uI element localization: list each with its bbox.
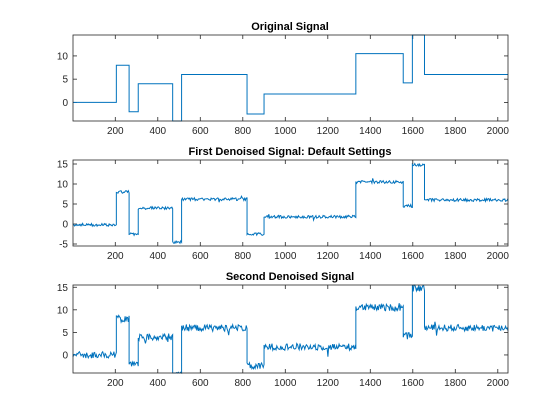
y-tick-label: 10 [57,180,69,191]
x-tick-label: 400 [149,251,166,262]
y-tick-label: 5 [62,75,68,86]
y-tick-label: 0 [62,220,68,231]
axes-box [72,34,509,122]
y-tick-label: 15 [57,283,69,294]
x-tick-label: 1600 [402,126,425,137]
x-tick-label: 1200 [317,378,340,389]
x-tick-label: 200 [107,378,124,389]
tick-label-layer: 200 400 600 800 1000 1200 1400 1600 1800 2000 -5 0 5… [57,160,509,263]
x-tick-label: 1000 [274,378,297,389]
tick-label-layer: 200 400 600 800 1000 1200 1400 1600 1800 2000 0 5 10 [57,51,509,137]
subplot-first-denoised-signal: First Denoised Signal: Default Settings … [57,146,509,262]
x-tick-label: 1400 [359,378,382,389]
x-tick-label: 2000 [487,126,510,137]
x-tick-label: 400 [149,378,166,389]
x-tick-label: 600 [192,251,209,262]
x-tick-label: 200 [107,251,124,262]
subplot-second-denoised-signal: Second Denoised Signal 200 400 600 800 1000 1… [57,271,509,389]
x-tick-label: 1800 [444,251,467,262]
x-tick-label: 600 [192,378,209,389]
axes-box [72,284,509,374]
y-tick-label: 5 [62,200,68,211]
tick-layer [73,35,508,121]
y-tick-label: -5 [59,240,68,251]
y-tick-label: 10 [57,51,69,62]
x-tick-label: 1000 [274,126,297,137]
subplot-title: Second Denoised Signal [226,271,354,283]
subplot-title: Original Signal [251,21,329,33]
x-tick-label: 1200 [317,126,340,137]
x-tick-label: 800 [234,251,251,262]
y-tick-label: 10 [57,305,69,316]
x-tick-label: 2000 [487,251,510,262]
x-tick-label: 800 [234,126,251,137]
x-tick-label: 600 [192,126,209,137]
x-tick-label: 1800 [444,126,467,137]
x-tick-label: 1200 [317,251,340,262]
tick-layer [73,285,508,373]
x-tick-label: 1600 [402,378,425,389]
y-tick-label: 0 [62,350,68,361]
x-tick-label: 1000 [274,251,297,262]
y-tick-label: 15 [57,160,69,171]
y-tick-label: 0 [62,98,68,109]
x-tick-label: 2000 [487,378,510,389]
x-tick-label: 800 [234,378,251,389]
y-tick-label: 5 [62,328,68,339]
subplot-original-signal: Original Signal 200 400 600 800 1000 1200 1400… [57,21,509,137]
tick-label-layer: 200 400 600 800 1000 1200 1400 1600 1800 2000 0 5 10… [57,283,509,389]
x-tick-label: 1400 [359,251,382,262]
axes-box [72,159,509,247]
signal-line [72,162,509,245]
x-tick-label: 400 [149,126,166,137]
signal-line [72,284,509,375]
x-tick-label: 1800 [444,378,467,389]
x-tick-label: 1400 [359,126,382,137]
subplot-title: First Denoised Signal: Default Settings [189,146,392,158]
signal-line [73,34,508,122]
x-tick-label: 200 [107,126,124,137]
x-tick-label: 1600 [402,251,425,262]
